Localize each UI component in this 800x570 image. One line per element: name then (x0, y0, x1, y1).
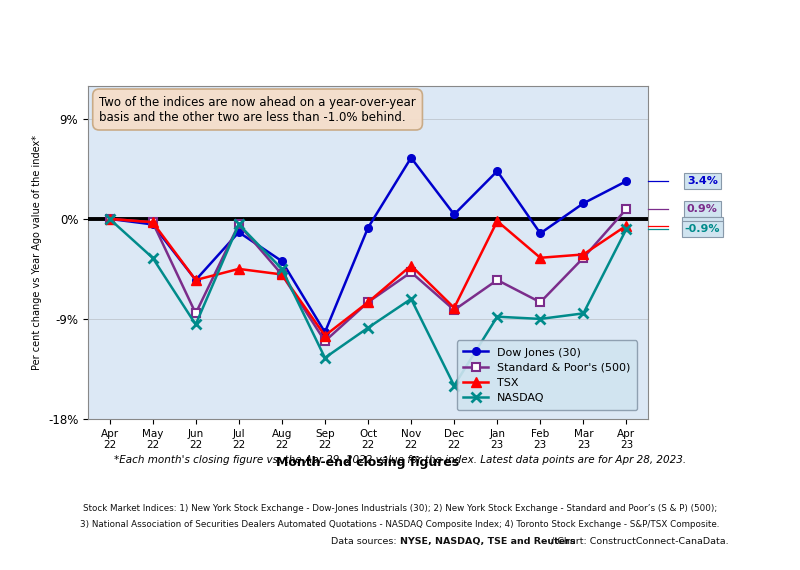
TSX (622, 222, 631, 229)
TSX (450, 304, 459, 311)
Standard & Poor's (500) (320, 337, 330, 344)
Standard & Poor's (500) (191, 310, 201, 317)
Text: Stock Market Indices: 1) New York Stock Exchange - Dow-Jones Industrials (30); 2: Stock Market Indices: 1) New York Stock … (83, 504, 717, 513)
Line: TSX: TSX (105, 214, 631, 340)
TSX (535, 254, 545, 261)
Standard & Poor's (500) (493, 276, 502, 283)
NASDAQ (406, 295, 416, 302)
X-axis label: Month-end closing figures: Month-end closing figures (276, 456, 460, 469)
Standard & Poor's (500) (622, 205, 631, 212)
TSX (320, 332, 330, 339)
Standard & Poor's (500) (535, 299, 545, 306)
NASDAQ (450, 382, 459, 389)
Text: -0.9%: -0.9% (685, 224, 720, 234)
Standard & Poor's (500) (234, 221, 243, 228)
Text: PERFORMANCES OF KEY STOCK MARKET INDICES DURING LATEST 12 MONTHS: PERFORMANCES OF KEY STOCK MARKET INDICES… (94, 20, 706, 34)
Standard & Poor's (500) (277, 271, 286, 278)
Y-axis label: Per cent change vs Year Ago value of the index*: Per cent change vs Year Ago value of the… (32, 135, 42, 370)
Dow Jones (30) (406, 154, 416, 161)
NASDAQ (622, 226, 631, 233)
Text: Two of the indices are now ahead on a year-over-year
basis and the other two are: Two of the indices are now ahead on a ye… (99, 96, 416, 124)
Dow Jones (30) (277, 258, 286, 264)
Dow Jones (30) (622, 178, 631, 185)
TSX (406, 262, 416, 269)
Standard & Poor's (500) (578, 254, 588, 261)
TSX (148, 219, 158, 226)
Dow Jones (30) (535, 230, 545, 237)
Standard & Poor's (500) (148, 219, 158, 226)
Text: 0.9%: 0.9% (687, 204, 718, 214)
Text: 3.4%: 3.4% (687, 176, 718, 186)
Dow Jones (30) (148, 221, 158, 228)
Dow Jones (30) (234, 229, 243, 235)
NASDAQ (105, 215, 114, 222)
NASDAQ (191, 321, 201, 328)
Standard & Poor's (500) (450, 307, 459, 314)
Legend: Dow Jones (30), Standard & Poor's (500), TSX, NASDAQ: Dow Jones (30), Standard & Poor's (500),… (457, 340, 637, 410)
TSX (493, 218, 502, 225)
Dow Jones (30) (191, 276, 201, 283)
Dow Jones (30) (105, 215, 114, 222)
Line: NASDAQ: NASDAQ (105, 214, 631, 390)
NASDAQ (277, 266, 286, 272)
Standard & Poor's (500) (105, 215, 114, 222)
Text: NYSE, NASDAQ, TSE and Reuters: NYSE, NASDAQ, TSE and Reuters (400, 537, 575, 546)
Text: *Each month's closing figure vs. the Apr 29, 2022 value for the index. Latest da: *Each month's closing figure vs. the Apr… (114, 455, 686, 465)
Dow Jones (30) (320, 329, 330, 336)
TSX (105, 215, 114, 222)
TSX (363, 299, 373, 306)
Text: 3) National Association of Securities Dealers Automated Quotations - NASDAQ Comp: 3) National Association of Securities De… (80, 520, 720, 529)
Text: -0.6%: -0.6% (685, 221, 720, 230)
Dow Jones (30) (493, 168, 502, 174)
NASDAQ (148, 254, 158, 261)
Text: / Chart: ConstructConnect-CanaData.: / Chart: ConstructConnect-CanaData. (548, 537, 729, 546)
Line: Standard & Poor's (500): Standard & Poor's (500) (106, 205, 630, 345)
Dow Jones (30) (578, 200, 588, 207)
NASDAQ (493, 314, 502, 320)
Standard & Poor's (500) (363, 299, 373, 306)
NASDAQ (535, 316, 545, 323)
TSX (277, 271, 286, 278)
Dow Jones (30) (363, 225, 373, 231)
NASDAQ (320, 355, 330, 361)
Text: (From month end closing values): (From month end closing values) (297, 50, 503, 63)
NASDAQ (234, 221, 243, 228)
NASDAQ (363, 324, 373, 331)
TSX (191, 276, 201, 283)
Line: Dow Jones (30): Dow Jones (30) (106, 154, 630, 336)
Standard & Poor's (500) (406, 269, 416, 276)
TSX (578, 251, 588, 258)
NASDAQ (578, 310, 588, 317)
Dow Jones (30) (450, 211, 459, 218)
TSX (234, 266, 243, 272)
Text: Data sources:: Data sources: (331, 537, 400, 546)
